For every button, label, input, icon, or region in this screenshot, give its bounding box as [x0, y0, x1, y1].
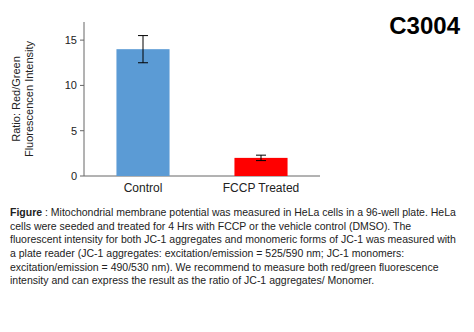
- y-axis-label-line: Fluorescencen Intensity: [23, 40, 35, 157]
- error-bar: [138, 36, 148, 63]
- error-bar-cap: [138, 62, 148, 63]
- caption: Figure : Mitochondrial membrane potentia…: [10, 206, 464, 288]
- bar: [116, 49, 169, 176]
- title: C3004: [389, 12, 460, 39]
- error-bar-line: [261, 155, 262, 160]
- y-tick-label: 5: [71, 125, 77, 137]
- caption-text: : Mitochondrial membrane potential was m…: [10, 206, 456, 286]
- error-bar-line: [143, 36, 144, 63]
- y-tick-label: 0: [71, 170, 77, 182]
- bar: [234, 158, 287, 176]
- bars: [116, 36, 287, 176]
- y-tick: [80, 40, 84, 41]
- x-tick-label: FCCP Treated: [223, 181, 299, 195]
- y-axis: [84, 22, 85, 176]
- error-bar: [256, 155, 266, 160]
- x-tick-label: Control: [124, 181, 163, 195]
- chart: 0 5 10 15 Ratio: Red/GreenFluorescencen Inte…: [0, 0, 474, 202]
- y-axis-label: Ratio: Red/GreenFluorescencen Intensity: [10, 40, 35, 157]
- y-tick: [80, 130, 84, 131]
- error-bar-cap: [138, 35, 148, 36]
- y-tick: [80, 85, 84, 86]
- caption-label: Figure: [10, 206, 42, 218]
- error-bar-cap: [256, 155, 266, 156]
- error-bar-cap: [256, 160, 266, 161]
- y-axis-label-line: Ratio: Red/Green: [10, 56, 22, 142]
- y-tick-label: 10: [65, 79, 77, 91]
- y-tick: [80, 176, 84, 177]
- y-tick-label: 15: [65, 34, 77, 46]
